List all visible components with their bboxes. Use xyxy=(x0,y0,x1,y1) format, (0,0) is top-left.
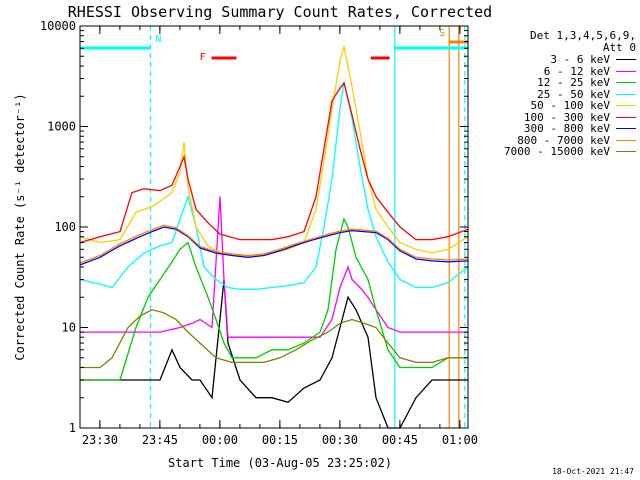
x-axis-label: Start Time (03-Aug-05 23:25:02) xyxy=(168,456,392,470)
y-tick-label-2: 100 xyxy=(54,220,76,234)
legend-entry-3: 25 - 50 keV xyxy=(480,87,636,101)
series-line-3 xyxy=(79,81,469,290)
x-tick-label-6: 01:00 xyxy=(442,433,478,447)
legend-entry-1: 6 - 12 keV xyxy=(480,64,636,78)
legend-entry-4: 50 - 100 keV xyxy=(480,99,636,113)
series-line-8 xyxy=(80,309,468,369)
legend-swatch-5 xyxy=(616,116,636,118)
legend-label-3: 25 - 50 keV xyxy=(537,87,610,101)
series-line-4 xyxy=(79,46,469,257)
legend-swatch-1 xyxy=(616,70,636,72)
x-tick-label-0: 23:30 xyxy=(82,433,118,447)
series-line-1 xyxy=(80,196,468,338)
legend-entry-7: 800 - 7000 keV xyxy=(480,133,636,147)
legend-header-detectors: Det 1,3,4,5,6,9, xyxy=(530,29,636,42)
legend-entry-2: 12 - 25 keV xyxy=(480,76,636,90)
legend-entry-8: 7000 - 15000 keV xyxy=(480,145,636,159)
legend-label-4: 50 - 100 keV xyxy=(530,99,610,113)
legend-label-2: 12 - 25 keV xyxy=(537,76,610,90)
legend-label-7: 800 - 7000 keV xyxy=(517,133,610,147)
legend-entry-5: 100 - 300 keV xyxy=(480,110,636,124)
y-tick-label-3: 1000 xyxy=(47,120,76,134)
series-line-0 xyxy=(80,279,468,429)
flag-label-0: N xyxy=(155,34,161,45)
legend-swatch-0 xyxy=(616,59,636,61)
x-tick-label-5: 00:45 xyxy=(382,433,418,447)
flag-label-1: F xyxy=(200,52,206,63)
generated-timestamp: 18-Oct-2021 21:47 xyxy=(552,467,634,476)
legend-swatch-7 xyxy=(616,139,636,141)
legend-label-8: 7000 - 15000 keV xyxy=(504,145,610,159)
legend-label-0: 3 - 6 keV xyxy=(550,53,610,67)
y-tick-label-0: 1 xyxy=(69,421,76,435)
x-tick-label-3: 00:15 xyxy=(262,433,298,447)
legend-entries: 3 - 6 keV 6 - 12 keV 12 - 25 keV 25 - 50 ke… xyxy=(480,53,636,159)
series-line-5 xyxy=(79,81,469,244)
y-axis-label: Corrected Count Rate (s⁻¹ detector⁻¹) xyxy=(13,93,27,360)
chart-title: RHESSI Observing Summary Count Rates, Co… xyxy=(68,3,492,21)
legend-swatch-2 xyxy=(616,82,636,84)
x-tick-label-4: 00:30 xyxy=(322,433,358,447)
legend-label-6: 300 - 800 keV xyxy=(523,122,610,136)
axes: 1 10 100 1000 10000 23:30 23:45 00:00 00:15 00:30… xyxy=(40,19,478,447)
legend-header-attenuator: Att 0 xyxy=(602,41,636,54)
legend-label-1: 6 - 12 keV xyxy=(543,64,610,78)
legend-swatch-6 xyxy=(616,128,636,130)
legend-swatch-8 xyxy=(616,151,636,153)
legend-swatch-4 xyxy=(616,105,636,107)
x-tick-label-1: 23:45 xyxy=(142,433,178,447)
series-line-6 xyxy=(79,226,469,266)
legend-swatch-3 xyxy=(616,93,636,95)
series-line-7 xyxy=(79,224,469,264)
flag-label-3: S xyxy=(439,28,445,39)
series-line-2 xyxy=(80,217,468,381)
legend-entry-0: 3 - 6 keV xyxy=(480,53,636,67)
legend-entry-6: 300 - 800 keV xyxy=(480,122,636,136)
y-tick-label-4: 10000 xyxy=(40,19,76,33)
plot-area: N F S xyxy=(79,26,469,429)
legend: Det 1,3,4,5,6,9, Att 0 3 - 6 keV 6 - 12 k… xyxy=(480,30,636,158)
y-tick-label-1: 10 xyxy=(62,321,76,335)
x-tick-label-2: 00:00 xyxy=(202,433,238,447)
legend-label-5: 100 - 300 keV xyxy=(523,110,610,124)
